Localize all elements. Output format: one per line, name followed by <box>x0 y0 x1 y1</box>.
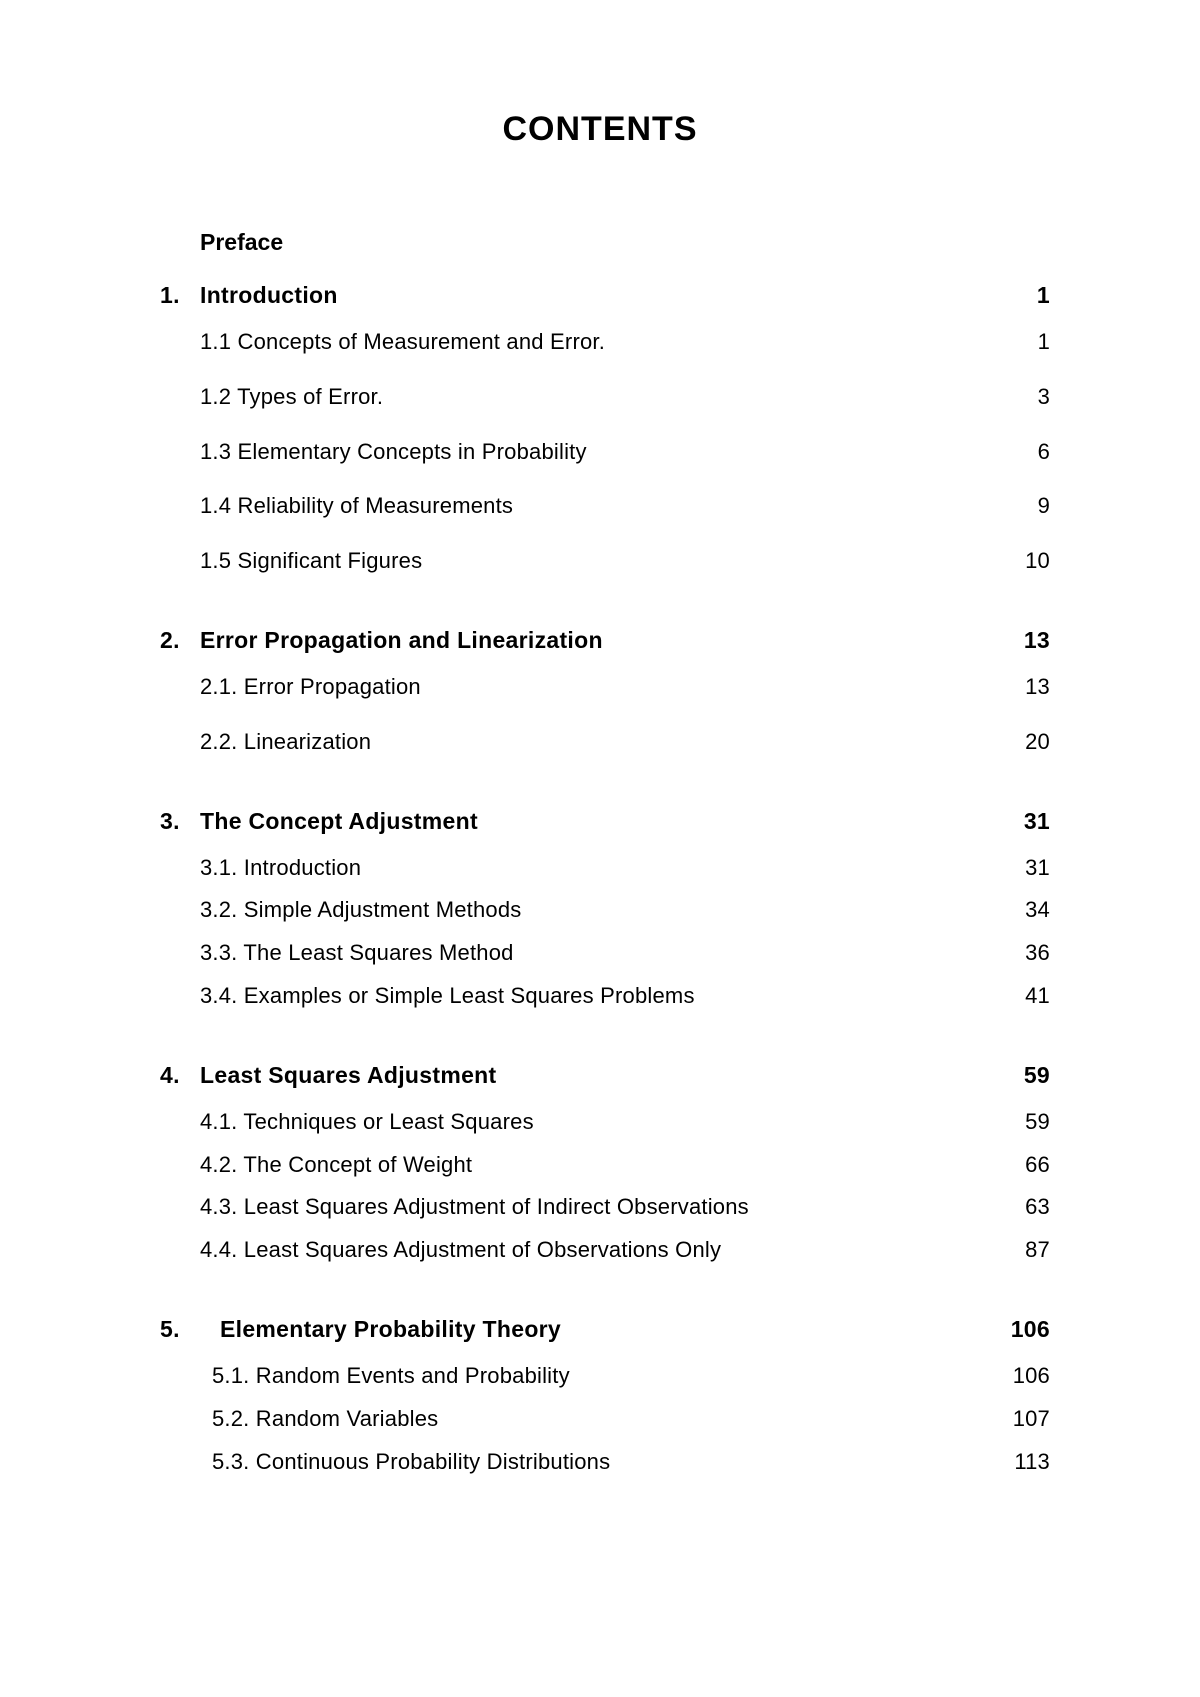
chapter-page: 1 <box>990 282 1050 309</box>
chapter-title: Least Squares Adjustment <box>200 1062 990 1089</box>
section-page: 9 <box>990 491 1050 522</box>
section-page: 36 <box>990 938 1050 969</box>
chapter-title: Elementary Probability Theory <box>220 1316 990 1343</box>
chapter-num: 5. <box>160 1316 220 1343</box>
chapter-5: 5. Elementary Probability Theory 106 5.1… <box>160 1316 1050 1477</box>
section-page: 66 <box>990 1150 1050 1181</box>
section-label: 1.5 Significant Figures <box>200 546 990 577</box>
chapter-header: 4. Least Squares Adjustment 59 <box>160 1062 1050 1089</box>
section-row: 4.2. The Concept of Weight 66 <box>160 1150 1050 1181</box>
section-page: 6 <box>990 437 1050 468</box>
section-label: 2.1. Error Propagation <box>200 672 990 703</box>
chapter-title: The Concept Adjustment <box>200 808 990 835</box>
section-label: 3.3. The Least Squares Method <box>200 938 990 969</box>
section-label: 1.2 Types of Error. <box>200 382 990 413</box>
chapter-3: 3. The Concept Adjustment 31 3.1. Introd… <box>160 808 1050 1012</box>
section-label: 1.3 Elementary Concepts in Probability <box>200 437 990 468</box>
section-label: 5.3. Continuous Probability Distribution… <box>212 1447 990 1478</box>
section-row: 1.2 Types of Error. 3 <box>160 382 1050 413</box>
chapter-page: 59 <box>990 1062 1050 1089</box>
section-row: 1.5 Significant Figures 10 <box>160 546 1050 577</box>
section-page: 13 <box>990 672 1050 703</box>
chapter-num: 1. <box>160 282 200 309</box>
section-label: 3.4. Examples or Simple Least Squares Pr… <box>200 981 990 1012</box>
section-page: 107 <box>990 1404 1050 1435</box>
chapter-header: 2. Error Propagation and Linearization 1… <box>160 627 1050 654</box>
section-label: 2.2. Linearization <box>200 727 990 758</box>
chapter-num: 4. <box>160 1062 200 1089</box>
chapter-page: 31 <box>990 808 1050 835</box>
section-page: 41 <box>990 981 1050 1012</box>
section-label: 4.3. Least Squares Adjustment of Indirec… <box>200 1192 990 1223</box>
chapter-1: 1. Introduction 1 1.1 Concepts of Measur… <box>160 282 1050 577</box>
section-row: 3.2. Simple Adjustment Methods 34 <box>160 895 1050 926</box>
section-page: 31 <box>990 853 1050 884</box>
section-page: 10 <box>990 546 1050 577</box>
section-page: 34 <box>990 895 1050 926</box>
section-page: 3 <box>990 382 1050 413</box>
section-label: 3.2. Simple Adjustment Methods <box>200 895 990 926</box>
chapter-num: 2. <box>160 627 200 654</box>
section-row: 1.1 Concepts of Measurement and Error. 1 <box>160 327 1050 358</box>
section-label: 5.1. Random Events and Probability <box>212 1361 990 1392</box>
chapter-title: Introduction <box>200 282 990 309</box>
section-row: 3.4. Examples or Simple Least Squares Pr… <box>160 981 1050 1012</box>
section-label: 1.4 Reliability of Measurements <box>200 491 990 522</box>
section-row: 4.1. Techniques or Least Squares 59 <box>160 1107 1050 1138</box>
section-row: 5.3. Continuous Probability Distribution… <box>160 1447 1050 1478</box>
section-label: 5.2. Random Variables <box>212 1404 990 1435</box>
section-label: 1.1 Concepts of Measurement and Error. <box>200 327 990 358</box>
section-page: 63 <box>990 1192 1050 1223</box>
chapter-title: Error Propagation and Linearization <box>200 627 990 654</box>
section-page: 106 <box>990 1361 1050 1392</box>
section-label: 4.4. Least Squares Adjustment of Observa… <box>200 1235 990 1266</box>
section-row: 3.3. The Least Squares Method 36 <box>160 938 1050 969</box>
section-page: 113 <box>990 1447 1050 1478</box>
chapter-4: 4. Least Squares Adjustment 59 4.1. Tech… <box>160 1062 1050 1266</box>
section-page: 59 <box>990 1107 1050 1138</box>
chapter-header: 1. Introduction 1 <box>160 282 1050 309</box>
chapter-header: 3. The Concept Adjustment 31 <box>160 808 1050 835</box>
section-page: 20 <box>990 727 1050 758</box>
section-row: 5.1. Random Events and Probability 106 <box>160 1361 1050 1392</box>
chapter-header: 5. Elementary Probability Theory 106 <box>160 1316 1050 1343</box>
section-row: 4.3. Least Squares Adjustment of Indirec… <box>160 1192 1050 1223</box>
section-row: 3.1. Introduction 31 <box>160 853 1050 884</box>
section-label: 4.1. Techniques or Least Squares <box>200 1107 990 1138</box>
section-row: 2.2. Linearization 20 <box>160 727 1050 758</box>
toc-content: Preface 1. Introduction 1 1.1 Concepts o… <box>150 229 1050 1477</box>
section-page: 1 <box>990 327 1050 358</box>
section-row: 1.4 Reliability of Measurements 9 <box>160 491 1050 522</box>
section-row: 2.1. Error Propagation 13 <box>160 672 1050 703</box>
section-label: 4.2. The Concept of Weight <box>200 1150 990 1181</box>
chapter-page: 106 <box>990 1316 1050 1343</box>
preface-heading: Preface <box>160 229 1050 256</box>
chapter-num: 3. <box>160 808 200 835</box>
section-row: 1.3 Elementary Concepts in Probability 6 <box>160 437 1050 468</box>
section-row: 5.2. Random Variables 107 <box>160 1404 1050 1435</box>
section-label: 3.1. Introduction <box>200 853 990 884</box>
page-title: CONTENTS <box>150 110 1050 149</box>
section-page: 87 <box>990 1235 1050 1266</box>
chapter-2: 2. Error Propagation and Linearization 1… <box>160 627 1050 758</box>
section-row: 4.4. Least Squares Adjustment of Observa… <box>160 1235 1050 1266</box>
chapter-page: 13 <box>990 627 1050 654</box>
